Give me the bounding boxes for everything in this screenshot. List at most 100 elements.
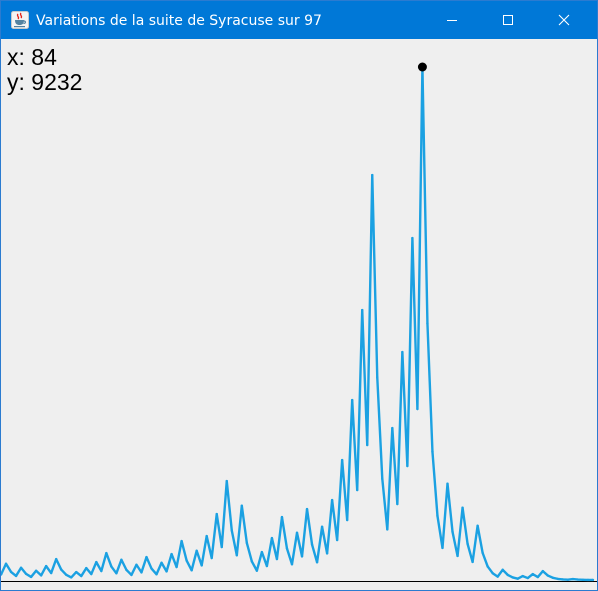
data-point[interactable] (85, 566, 88, 570)
data-point[interactable] (9, 570, 13, 574)
data-point[interactable] (315, 561, 319, 564)
data-point[interactable] (135, 563, 138, 566)
data-point[interactable] (531, 572, 534, 576)
data-point[interactable] (511, 576, 514, 579)
data-point[interactable] (200, 564, 203, 567)
java-cup-icon[interactable] (11, 11, 29, 29)
data-point[interactable] (461, 506, 464, 509)
plot-area[interactable]: x: 84 y: 9232 (1, 39, 597, 590)
data-point[interactable] (451, 530, 454, 534)
data-point[interactable] (190, 569, 193, 572)
data-point[interactable] (481, 551, 484, 555)
data-point[interactable] (330, 498, 334, 502)
data-point[interactable] (255, 569, 259, 572)
data-point[interactable] (29, 575, 33, 579)
syracuse-chart[interactable] (1, 39, 597, 590)
data-point[interactable] (80, 574, 83, 578)
data-point[interactable] (411, 236, 414, 240)
data-point[interactable] (406, 464, 409, 468)
data-point[interactable] (100, 569, 103, 573)
data-point[interactable] (501, 568, 504, 571)
data-point[interactable] (44, 564, 48, 568)
data-point[interactable] (285, 547, 289, 550)
data-point[interactable] (145, 555, 148, 559)
highlight-marker[interactable] (417, 62, 427, 72)
data-point[interactable] (441, 546, 444, 550)
data-point[interactable] (295, 531, 299, 534)
data-point[interactable] (170, 552, 173, 556)
data-point[interactable] (49, 571, 53, 575)
data-point[interactable] (586, 578, 590, 582)
data-point[interactable] (24, 572, 28, 576)
data-point[interactable] (130, 573, 133, 577)
data-point[interactable] (195, 549, 198, 552)
data-point[interactable] (60, 568, 63, 571)
data-point[interactable] (265, 564, 269, 568)
data-point[interactable] (105, 551, 108, 555)
data-point[interactable] (90, 572, 93, 576)
data-point[interactable] (325, 552, 329, 555)
data-point[interactable] (75, 570, 78, 574)
data-point[interactable] (34, 569, 38, 572)
data-point[interactable] (185, 559, 188, 562)
data-point[interactable] (426, 322, 429, 325)
data-point[interactable] (175, 565, 178, 569)
data-point[interactable] (180, 539, 183, 543)
minimize-button[interactable] (429, 1, 475, 39)
data-point[interactable] (120, 558, 123, 561)
data-point[interactable] (245, 541, 249, 545)
data-point[interactable] (466, 542, 469, 546)
data-point[interactable] (581, 578, 585, 581)
data-point[interactable] (391, 426, 394, 430)
data-point[interactable] (340, 458, 344, 462)
data-point[interactable] (125, 568, 128, 572)
data-point[interactable] (556, 577, 560, 581)
data-point[interactable] (591, 578, 595, 582)
data-point[interactable] (19, 566, 23, 569)
data-point[interactable] (436, 514, 439, 518)
data-point[interactable] (401, 350, 404, 354)
data-point[interactable] (566, 578, 570, 581)
data-point[interactable] (431, 450, 434, 453)
data-point[interactable] (205, 534, 208, 538)
data-point[interactable] (320, 525, 324, 528)
data-point[interactable] (536, 575, 540, 579)
data-point[interactable] (160, 561, 163, 564)
data-point[interactable] (551, 576, 555, 579)
data-point[interactable] (366, 443, 369, 447)
title-bar[interactable]: Variations de la suite de Syracuse sur 9… (1, 1, 597, 39)
data-point[interactable] (210, 556, 213, 560)
data-point[interactable] (225, 479, 228, 483)
data-point[interactable] (275, 557, 279, 561)
data-point[interactable] (371, 173, 374, 177)
data-point[interactable] (39, 574, 43, 577)
data-point[interactable] (456, 554, 459, 558)
data-point[interactable] (496, 575, 499, 578)
data-point[interactable] (476, 524, 479, 527)
data-point[interactable] (361, 308, 364, 312)
data-point[interactable] (396, 502, 399, 506)
data-point[interactable] (491, 572, 494, 575)
data-point[interactable] (350, 398, 354, 402)
data-point[interactable] (110, 565, 113, 568)
data-point[interactable] (345, 518, 349, 522)
data-point[interactable] (260, 550, 264, 554)
data-point[interactable] (561, 578, 565, 581)
data-point[interactable] (230, 529, 233, 532)
data-point[interactable] (310, 543, 314, 546)
data-point[interactable] (386, 528, 389, 531)
data-point[interactable] (521, 574, 524, 578)
data-point[interactable] (356, 488, 359, 492)
data-point[interactable] (546, 574, 550, 577)
data-point[interactable] (335, 538, 339, 542)
data-point[interactable] (576, 578, 580, 581)
data-point[interactable] (235, 554, 238, 557)
data-point[interactable] (70, 576, 73, 579)
data-point[interactable] (486, 565, 489, 568)
data-point[interactable] (1, 573, 3, 576)
data-point[interactable] (541, 569, 545, 573)
data-point[interactable] (65, 573, 68, 576)
data-point[interactable] (446, 482, 449, 485)
data-point[interactable] (305, 507, 309, 511)
data-point[interactable] (155, 573, 158, 576)
